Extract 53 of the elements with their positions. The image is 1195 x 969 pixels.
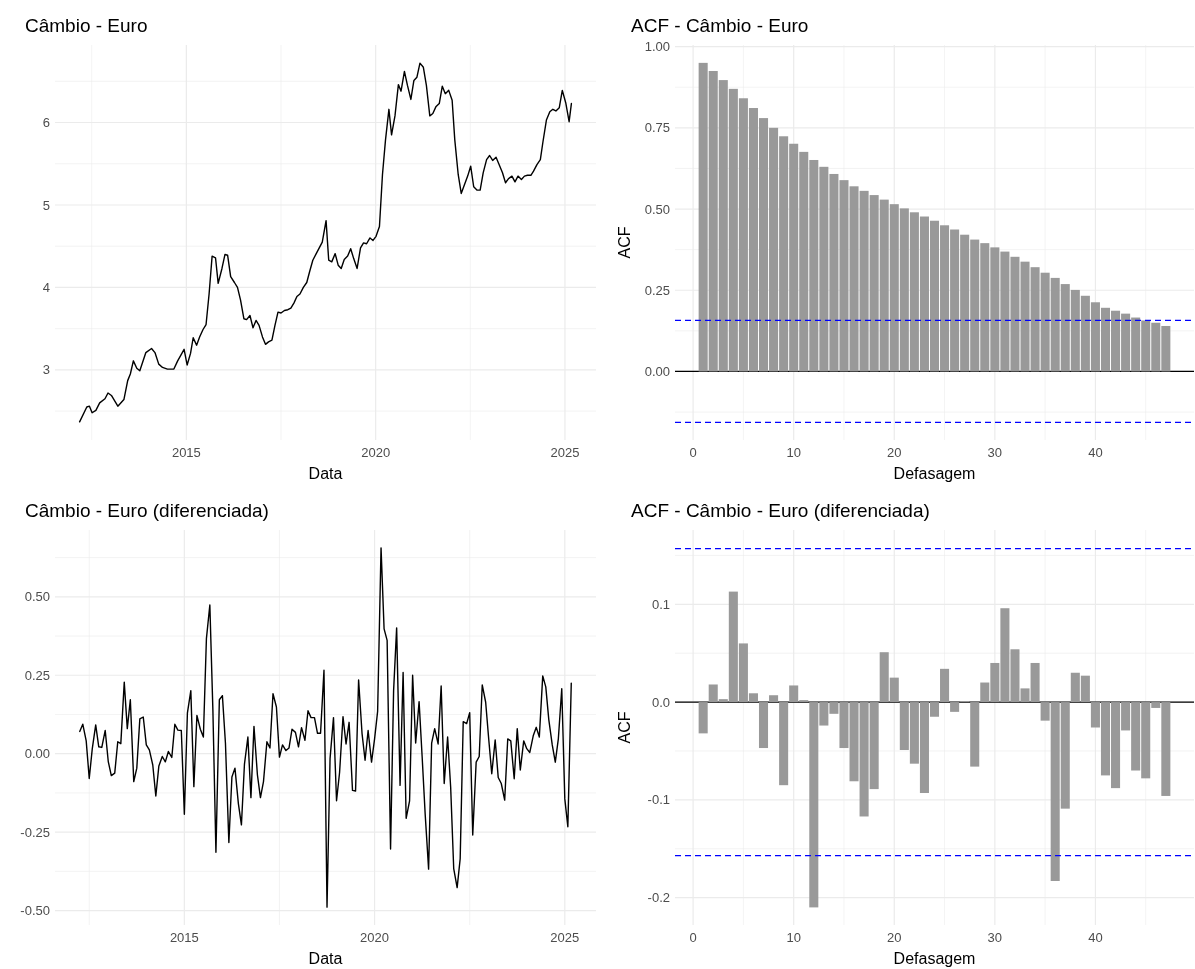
line-series (79, 547, 572, 908)
bar (758, 702, 769, 749)
chart-title: ACF - Câmbio - Euro (diferenciada) (631, 500, 930, 521)
x-axis-title: Defasagem (893, 950, 976, 967)
y-tick-label: -0.25 (20, 824, 50, 840)
x-tick-label: 0 (689, 445, 697, 460)
x-tick-label: 40 (1088, 445, 1103, 460)
y-tick-label: 0.0 (651, 694, 670, 710)
x-axis-title: Data (308, 465, 343, 482)
y-tick-label: 4 (42, 279, 50, 295)
y-tick-label: 0.25 (644, 282, 670, 298)
x-tick-label: 2015 (171, 445, 201, 460)
x-tick-label: 30 (987, 930, 1003, 945)
x-tick-label: 10 (786, 445, 801, 460)
bar (698, 702, 708, 734)
line-series (78, 62, 573, 423)
y-tick-label: 0.50 (644, 201, 670, 217)
y-tick-label: 0.1 (651, 596, 670, 612)
x-tick-label: 10 (786, 930, 801, 945)
y-tick-label: 3 (42, 362, 50, 378)
y-tick-label: 0.50 (24, 589, 50, 605)
y-tick-label: 0.25 (24, 667, 50, 683)
y-axis-title: ACF (616, 711, 633, 744)
y-axis-title: ACF (616, 226, 633, 259)
x-tick-label: 2015 (169, 930, 199, 945)
bar (779, 702, 789, 786)
x-tick-label: 20 (887, 930, 902, 945)
y-tick-label: 6 (42, 115, 50, 131)
chart-title: ACF - Câmbio - Euro (631, 15, 809, 36)
y-tick-label: 0.00 (644, 364, 670, 380)
y-tick-label: 1.00 (644, 39, 670, 55)
x-tick-label: 2020 (361, 445, 391, 460)
x-tick-label: 0 (689, 930, 697, 945)
x-tick-label: 40 (1088, 930, 1103, 945)
y-tick-label: -0.50 (20, 903, 50, 919)
y-tick-label: 5 (42, 197, 50, 213)
x-tick-label: 2025 (550, 930, 580, 945)
x-tick-label: 30 (987, 445, 1003, 460)
x-axis-title: Defasagem (893, 465, 976, 482)
bar (769, 695, 779, 703)
bar (970, 702, 980, 767)
x-tick-label: 20 (887, 445, 902, 460)
chart-title: Câmbio - Euro (25, 15, 148, 36)
x-tick-label: 2025 (550, 445, 580, 460)
bar (940, 668, 950, 703)
x-tick-label: 2020 (360, 930, 390, 945)
x-axis-title: Data (308, 950, 343, 967)
y-tick-label: 0.75 (644, 120, 670, 136)
bar (950, 702, 960, 712)
y-tick-label: -0.2 (647, 890, 670, 906)
chart-title: Câmbio - Euro (diferenciada) (25, 500, 269, 521)
y-tick-label: 0.00 (24, 746, 50, 762)
y-tick-label: -0.1 (647, 792, 670, 808)
